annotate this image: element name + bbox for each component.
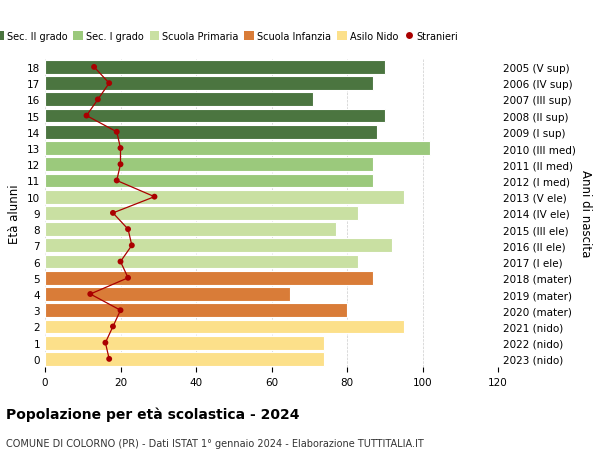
Text: COMUNE DI COLORNO (PR) - Dati ISTAT 1° gennaio 2024 - Elaborazione TUTTITALIA.IT: COMUNE DI COLORNO (PR) - Dati ISTAT 1° g… <box>6 438 424 448</box>
Point <box>85 291 95 298</box>
Point <box>101 339 110 347</box>
Point <box>89 64 99 72</box>
Y-axis label: Anni di nascita: Anni di nascita <box>580 170 592 257</box>
Bar <box>45 304 347 318</box>
Bar <box>45 93 313 107</box>
Legend: Sec. II grado, Sec. I grado, Scuola Primaria, Scuola Infanzia, Asilo Nido, Stran: Sec. II grado, Sec. I grado, Scuola Prim… <box>0 28 462 45</box>
Y-axis label: Età alunni: Età alunni <box>8 184 22 243</box>
Text: Popolazione per età scolastica - 2024: Popolazione per età scolastica - 2024 <box>6 406 299 421</box>
Bar <box>45 271 373 285</box>
Bar <box>45 207 358 220</box>
Point <box>127 242 137 250</box>
Bar <box>45 61 385 75</box>
Point <box>123 274 133 282</box>
Bar <box>45 223 335 236</box>
Bar <box>45 158 373 172</box>
Point <box>116 145 125 152</box>
Bar <box>45 190 404 204</box>
Point <box>116 258 125 266</box>
Point <box>108 323 118 330</box>
Point <box>104 80 114 88</box>
Bar <box>45 255 358 269</box>
Bar <box>45 77 373 91</box>
Point <box>116 307 125 314</box>
Point <box>82 112 91 120</box>
Point <box>108 210 118 217</box>
Bar <box>45 142 430 156</box>
Point <box>149 194 159 201</box>
Bar <box>45 287 290 301</box>
Point <box>112 177 122 185</box>
Point <box>123 226 133 233</box>
Bar <box>45 126 377 140</box>
Point <box>112 129 122 136</box>
Point <box>116 161 125 168</box>
Bar <box>45 239 392 253</box>
Bar <box>45 109 385 123</box>
Point <box>104 355 114 363</box>
Point <box>93 96 103 104</box>
Bar <box>45 174 373 188</box>
Bar <box>45 320 404 334</box>
Bar <box>45 352 325 366</box>
Bar <box>45 336 325 350</box>
